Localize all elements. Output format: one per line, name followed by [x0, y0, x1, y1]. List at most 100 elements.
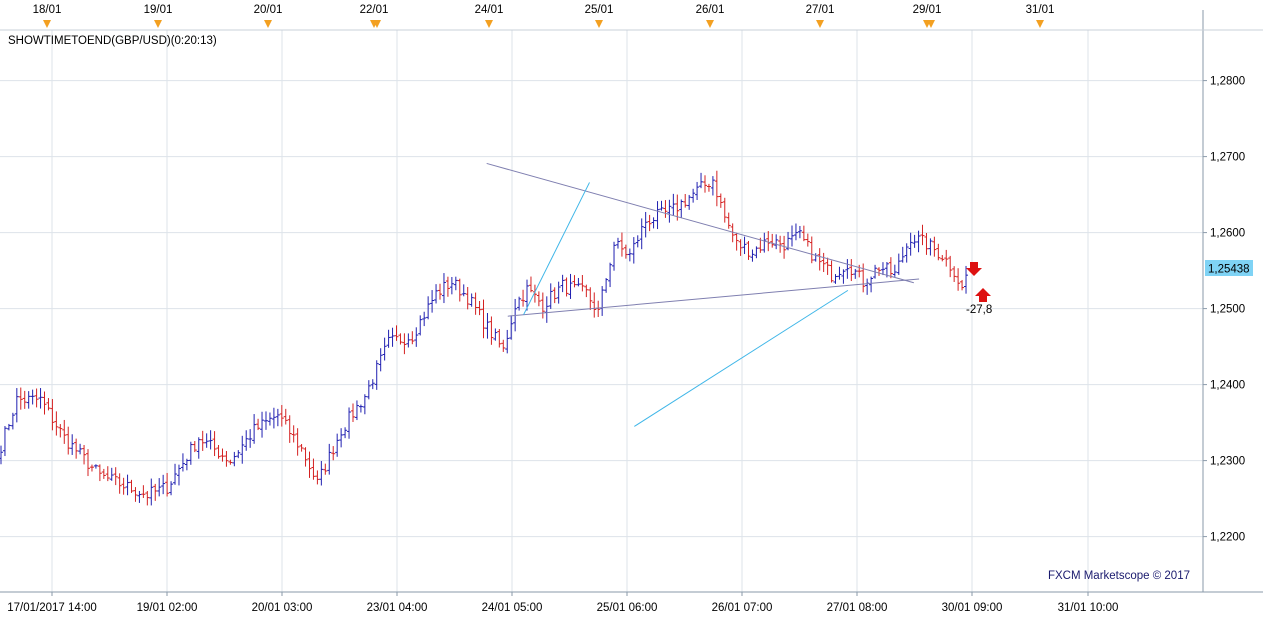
- ohlc-bar: [173, 463, 178, 485]
- ohlc-bar: [252, 414, 257, 444]
- ohlc-bar: [497, 329, 502, 348]
- ohlc-bar: [940, 255, 945, 262]
- ohlc-bar: [267, 412, 272, 426]
- ohlc-bar: [58, 424, 63, 438]
- ohlc-bar: [89, 464, 94, 472]
- ohlc-bar: [536, 291, 541, 307]
- ohlc-bar: [287, 415, 292, 443]
- ohlc-bar: [390, 327, 395, 347]
- x-tick-label: 26/01 07:00: [712, 602, 773, 614]
- top-date-label: 26/01: [696, 4, 725, 16]
- time-axis: 17/01/2017 14:00 19/01 02:00 20/01 03:00 23…: [7, 592, 1118, 614]
- ohlc-bar: [936, 243, 941, 261]
- event-marker-icon: [43, 20, 51, 28]
- x-tick-label: 23/01 04:00: [367, 602, 428, 614]
- top-date-label: 19/01: [144, 4, 173, 16]
- top-date-label: 22/01: [360, 4, 389, 16]
- ohlc-bar: [746, 240, 751, 260]
- ohlc-bar: [706, 183, 711, 192]
- price-bars: [0, 170, 969, 506]
- ohlc-bar: [754, 246, 759, 259]
- ohlc-bar: [256, 418, 261, 431]
- ohlc-bar: [655, 201, 660, 230]
- ohlc-bar: [528, 276, 533, 293]
- ohlc-bar: [710, 176, 715, 196]
- ohlc-bar: [877, 267, 882, 276]
- ohlc-bar: [762, 232, 767, 253]
- ohlc-bar: [457, 278, 462, 302]
- ohlc-bar: [133, 487, 138, 502]
- ohlc-bar: [738, 239, 743, 256]
- ohlc-bar: [481, 299, 486, 339]
- ohlc-bar: [129, 479, 134, 493]
- ohlc-bar: [279, 405, 284, 427]
- event-marker-icon: [927, 20, 935, 28]
- ohlc-bar: [608, 262, 613, 288]
- sell-signal[interactable]: -27,8: [966, 262, 992, 316]
- ohlc-bar: [275, 408, 280, 427]
- ohlc-bar: [188, 441, 193, 465]
- event-marker-icon: [485, 20, 493, 28]
- ohlc-bar: [406, 333, 411, 348]
- ohlc-bar: [552, 287, 557, 304]
- ohlc-bar: [224, 451, 229, 467]
- x-tick-label: 31/01 10:00: [1058, 602, 1119, 614]
- ohlc-bar: [145, 491, 150, 506]
- ohlc-bar: [323, 463, 328, 475]
- ohlc-bar: [643, 211, 648, 238]
- ohlc-bar: [588, 287, 593, 310]
- ohlc-bar: [216, 444, 221, 459]
- ohlc-bar: [948, 255, 953, 278]
- ohlc-bar: [521, 289, 526, 307]
- ohlc-bar: [354, 400, 359, 421]
- ohlc-bar: [461, 284, 466, 297]
- ohlc-bar: [30, 389, 35, 405]
- ohlc-bar: [343, 427, 348, 439]
- ohlc-bar: [663, 200, 668, 218]
- ohlc-bar: [477, 300, 482, 316]
- ohlc-bar: [169, 481, 174, 496]
- watermark: FXCM Marketscope © 2017: [1048, 570, 1190, 582]
- ohlc-bar: [260, 411, 265, 438]
- ohlc-bar: [604, 278, 609, 293]
- y-tick-label: 1,2600: [1210, 228, 1245, 240]
- blue-line: [634, 289, 849, 427]
- ohlc-bar: [540, 292, 545, 319]
- top-date-label: 18/01: [33, 4, 62, 16]
- ohlc-bar: [932, 236, 937, 257]
- ohlc-bar: [627, 248, 632, 262]
- ohlc-bar: [920, 224, 925, 246]
- x-tick-label: 24/01 05:00: [482, 602, 543, 614]
- ohlc-bar: [93, 464, 98, 469]
- ohlc-bar: [809, 236, 814, 264]
- ohlc-bar: [592, 292, 597, 318]
- ohlc-bar: [564, 277, 569, 297]
- x-tick-label: 30/01 09:00: [942, 602, 1003, 614]
- y-tick-label: 1,2300: [1210, 456, 1245, 468]
- ohlc-bar: [109, 467, 114, 481]
- ohlc-bar: [782, 235, 787, 259]
- event-marker-icon: [595, 20, 603, 28]
- ohlc-bar: [908, 232, 913, 256]
- ohlc-bar: [0, 445, 3, 465]
- ohlc-bar: [149, 478, 154, 506]
- ohlc-bar: [774, 234, 779, 250]
- drawn-lines[interactable]: [486, 162, 920, 427]
- ohlc-bar: [691, 188, 696, 203]
- ohlc-bar: [560, 274, 565, 293]
- ohlc-bar: [580, 275, 585, 292]
- ohlc-bar: [153, 483, 158, 501]
- top-date-label: 31/01: [1026, 4, 1055, 16]
- ohlc-bar: [291, 425, 296, 443]
- ohlc-bar: [327, 443, 332, 475]
- ohlc-bar: [517, 296, 522, 311]
- ohlc-bar: [331, 446, 336, 461]
- ohlc-bar: [837, 266, 842, 280]
- current-price-label: 1,25438: [1208, 264, 1250, 276]
- ohlc-bar: [778, 235, 783, 253]
- price-axis: 1,2200 1,2300 1,2400 1,2500 1,2600 1,2700 1,28…: [1203, 76, 1245, 544]
- ohlc-bar: [105, 466, 110, 482]
- ohlc-bar: [572, 275, 577, 288]
- ohlc-bar: [54, 411, 59, 436]
